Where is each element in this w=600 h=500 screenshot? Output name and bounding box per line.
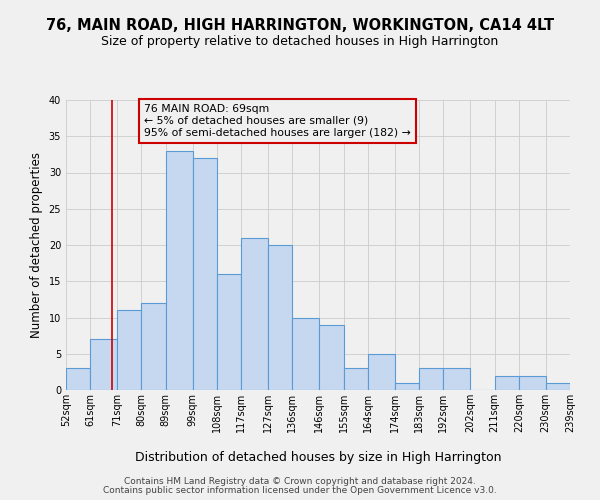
Text: Distribution of detached houses by size in High Harrington: Distribution of detached houses by size … xyxy=(135,451,501,464)
Bar xyxy=(292,318,319,390)
Text: 76, MAIN ROAD, HIGH HARRINGTON, WORKINGTON, CA14 4LT: 76, MAIN ROAD, HIGH HARRINGTON, WORKINGT… xyxy=(46,18,554,32)
Bar xyxy=(319,325,344,390)
Bar xyxy=(443,368,470,390)
Bar xyxy=(368,354,395,390)
Bar xyxy=(344,368,368,390)
Bar xyxy=(546,383,570,390)
Bar xyxy=(166,151,193,390)
Bar xyxy=(519,376,546,390)
Bar xyxy=(90,339,117,390)
Bar xyxy=(193,158,217,390)
Bar xyxy=(419,368,443,390)
Bar xyxy=(217,274,241,390)
Bar xyxy=(66,368,90,390)
Text: Size of property relative to detached houses in High Harrington: Size of property relative to detached ho… xyxy=(101,35,499,48)
Bar xyxy=(241,238,268,390)
Bar xyxy=(268,245,292,390)
Text: Contains public sector information licensed under the Open Government Licence v3: Contains public sector information licen… xyxy=(103,486,497,495)
Bar xyxy=(395,383,419,390)
Text: Contains HM Land Registry data © Crown copyright and database right 2024.: Contains HM Land Registry data © Crown c… xyxy=(124,477,476,486)
Text: 76 MAIN ROAD: 69sqm
← 5% of detached houses are smaller (9)
95% of semi-detached: 76 MAIN ROAD: 69sqm ← 5% of detached hou… xyxy=(144,104,411,138)
Y-axis label: Number of detached properties: Number of detached properties xyxy=(30,152,43,338)
Bar xyxy=(494,376,519,390)
Bar xyxy=(142,303,166,390)
Bar xyxy=(117,310,142,390)
